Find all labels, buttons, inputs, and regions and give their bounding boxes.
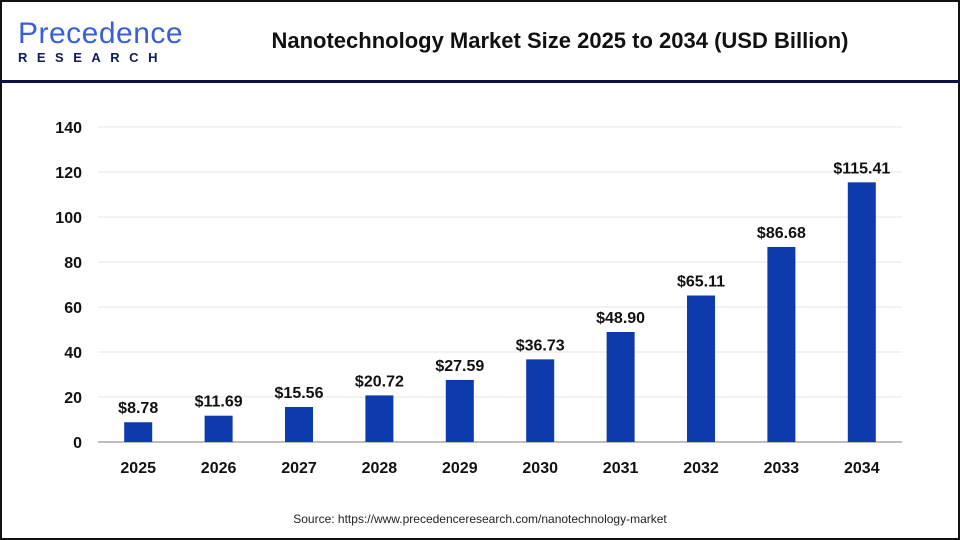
bar-2031 [606,331,635,442]
precedence-research-logo: Precedence RESEARCH [18,17,184,66]
y-tick-label: 100 [55,210,82,227]
data-label: $115.41 [833,160,890,177]
x-tick-label: 2031 [603,460,639,477]
data-label: $36.73 [516,337,565,354]
bar-2027 [285,406,313,442]
bar-2026 [204,415,233,442]
data-label: $8.78 [118,400,158,417]
y-tick-label: 20 [64,390,82,407]
chart-title: Nanotechnology Market Size 2025 to 2034 … [271,28,849,53]
x-tick-label: 2025 [120,460,156,477]
x-tick-label: 2027 [281,460,317,477]
bar-2032 [687,295,715,442]
y-tick-label: 60 [64,300,82,317]
x-tick-label: 2029 [442,460,478,477]
data-label: $15.56 [275,385,324,402]
data-label: $20.72 [355,373,404,390]
data-label: $48.90 [596,310,645,327]
x-tick-label: 2028 [362,460,398,477]
x-tick-label: 2034 [844,460,880,477]
bar-2034 [847,182,876,442]
x-tick-label: 2030 [522,460,558,477]
bar-2033 [767,246,796,442]
bar-2025 [124,422,153,442]
bar-2030 [526,359,555,442]
x-tick-label: 2026 [201,460,237,477]
y-tick-label: 140 [55,120,82,137]
header: Precedence RESEARCH Nanotechnology Marke… [0,0,960,83]
data-label: $65.11 [677,274,725,291]
logo-sub: RESEARCH [18,50,167,65]
x-tick-label: 2032 [683,460,719,477]
x-tick-label: 2033 [764,460,800,477]
y-tick-label: 120 [55,165,82,182]
data-label: $86.68 [757,225,806,242]
data-label: $27.59 [435,358,484,375]
bar-2028 [365,395,394,442]
source-note: Source: https://www.precedenceresearch.c… [293,512,667,526]
y-tick-label: 80 [64,255,82,272]
data-label: $11.69 [195,394,243,411]
y-tick-label: 40 [64,345,82,362]
bar-2029 [445,379,474,442]
logo-main: Precedence [18,17,184,50]
y-tick-label: 0 [73,435,82,452]
